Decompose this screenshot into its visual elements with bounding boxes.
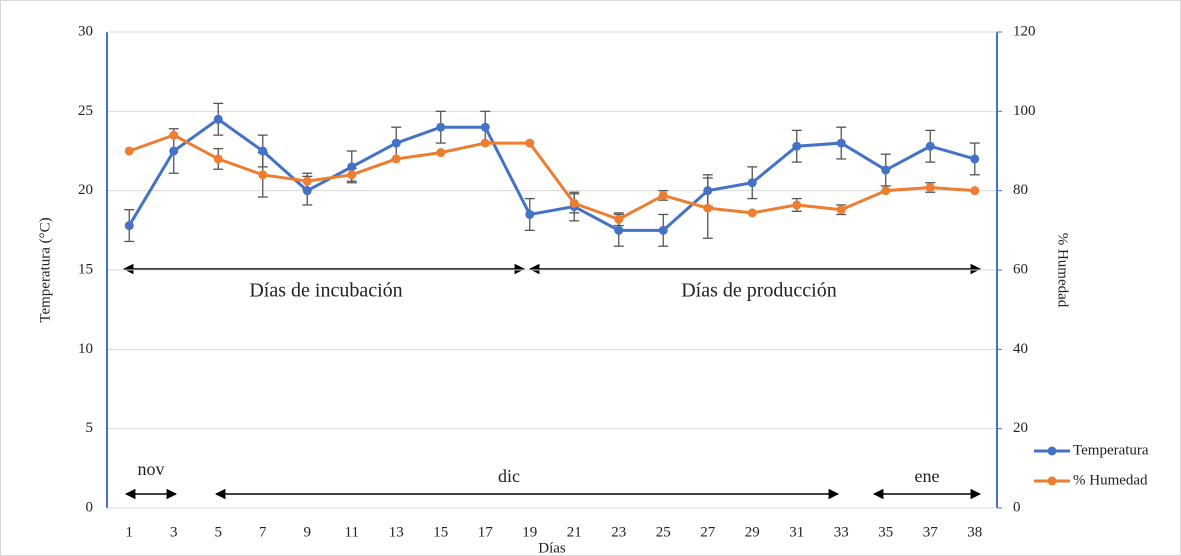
x-tick-label: 21 bbox=[567, 524, 582, 540]
data-point bbox=[614, 214, 624, 224]
x-tick-label: 9 bbox=[304, 524, 312, 540]
x-tick-label: 38 bbox=[967, 524, 982, 540]
data-point bbox=[347, 162, 357, 172]
y2-tick-label: 60 bbox=[1013, 261, 1028, 277]
y-tick-label: 0 bbox=[86, 499, 94, 515]
data-point bbox=[213, 154, 223, 164]
data-point bbox=[925, 182, 935, 192]
data-point bbox=[525, 138, 535, 148]
data-point bbox=[480, 122, 490, 132]
data-point bbox=[881, 186, 891, 196]
y-tick-label: 10 bbox=[78, 341, 93, 357]
x-tick-label: 25 bbox=[656, 524, 671, 540]
y2-tick-label: 100 bbox=[1013, 103, 1036, 119]
x-tick-label: 19 bbox=[522, 524, 537, 540]
data-point bbox=[169, 146, 179, 156]
data-point bbox=[658, 190, 668, 200]
data-point bbox=[525, 209, 535, 219]
y2-tick-label: 120 bbox=[1013, 23, 1036, 39]
annotation: Días de producción bbox=[681, 280, 837, 302]
legend-label: % Humedad bbox=[1073, 472, 1148, 488]
data-point bbox=[436, 122, 446, 132]
data-point bbox=[703, 203, 713, 213]
annotation: Días de incubación bbox=[249, 280, 402, 302]
x-tick-label: 11 bbox=[345, 524, 359, 540]
y-tick-label: 5 bbox=[86, 420, 94, 436]
x-axis-title: Días bbox=[538, 540, 566, 556]
legend-marker bbox=[1047, 446, 1057, 456]
data-point bbox=[302, 186, 312, 196]
annotation: ene bbox=[915, 466, 940, 486]
data-point bbox=[391, 154, 401, 164]
y-tick-label: 15 bbox=[78, 261, 93, 277]
data-point bbox=[480, 138, 490, 148]
data-point bbox=[970, 154, 980, 164]
x-tick-label: 29 bbox=[745, 524, 760, 540]
legend-marker bbox=[1047, 476, 1057, 486]
x-tick-label: 15 bbox=[433, 524, 448, 540]
data-point bbox=[124, 146, 134, 156]
x-tick-label: 13 bbox=[389, 524, 404, 540]
x-tick-label: 33 bbox=[834, 524, 849, 540]
x-tick-label: 27 bbox=[700, 524, 716, 540]
annotation: nov bbox=[138, 459, 165, 479]
data-point bbox=[169, 130, 179, 140]
x-tick-label: 23 bbox=[611, 524, 626, 540]
x-tick-label: 31 bbox=[789, 524, 804, 540]
y2-tick-label: 40 bbox=[1013, 341, 1028, 357]
x-tick-label: 3 bbox=[170, 524, 178, 540]
data-point bbox=[258, 146, 268, 156]
y2-axis-title: % Humedad bbox=[1055, 233, 1071, 308]
data-point bbox=[124, 221, 134, 231]
data-point bbox=[658, 225, 668, 235]
data-point bbox=[614, 225, 624, 235]
data-point bbox=[792, 141, 802, 151]
x-tick-label: 37 bbox=[923, 524, 939, 540]
data-point bbox=[747, 178, 757, 188]
data-point bbox=[213, 114, 223, 124]
y-tick-label: 25 bbox=[78, 103, 93, 119]
x-tick-label: 35 bbox=[878, 524, 893, 540]
data-point bbox=[302, 176, 312, 186]
data-point bbox=[925, 141, 935, 151]
data-point bbox=[836, 205, 846, 215]
data-point bbox=[703, 186, 713, 196]
data-point bbox=[391, 138, 401, 148]
x-tick-label: 17 bbox=[478, 524, 494, 540]
x-tick-label: 1 bbox=[126, 524, 134, 540]
data-point bbox=[970, 186, 980, 196]
x-tick-label: 5 bbox=[215, 524, 223, 540]
annotation: dic bbox=[498, 466, 520, 486]
y-axis-title: Temperatura (°C) bbox=[37, 217, 53, 322]
data-point bbox=[258, 170, 268, 180]
data-point bbox=[347, 170, 357, 180]
y2-tick-label: 0 bbox=[1013, 499, 1021, 515]
data-point bbox=[436, 148, 446, 158]
legend-label: Temperatura bbox=[1073, 442, 1149, 458]
series-line bbox=[127, 117, 976, 232]
y2-tick-label: 20 bbox=[1013, 420, 1028, 436]
y-tick-label: 30 bbox=[78, 23, 93, 39]
data-point bbox=[747, 208, 757, 218]
y2-tick-label: 80 bbox=[1013, 182, 1028, 198]
data-point bbox=[792, 200, 802, 210]
x-tick-label: 7 bbox=[259, 524, 267, 540]
series-line bbox=[128, 133, 975, 221]
data-point bbox=[881, 165, 891, 175]
data-point bbox=[569, 198, 579, 208]
y-tick-label: 20 bbox=[78, 182, 93, 198]
data-point bbox=[836, 138, 846, 148]
